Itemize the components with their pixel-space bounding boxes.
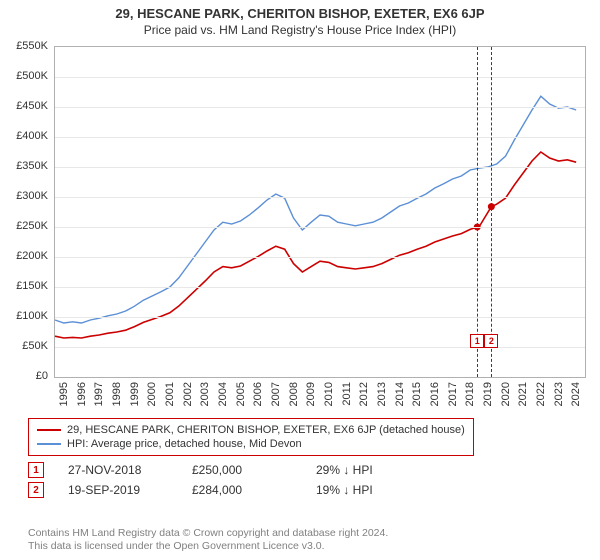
x-tick: 2008 bbox=[288, 382, 300, 406]
x-tick: 1996 bbox=[76, 382, 88, 406]
x-tick: 2010 bbox=[323, 382, 335, 406]
x-tick: 2015 bbox=[411, 382, 423, 406]
series-line bbox=[55, 152, 576, 338]
sale-date: 19-SEP-2019 bbox=[68, 483, 168, 497]
sale-dotted-line bbox=[491, 47, 492, 377]
y-tick: £300K bbox=[0, 190, 48, 202]
x-tick: 2021 bbox=[517, 382, 529, 406]
x-tick: 2007 bbox=[270, 382, 282, 406]
x-tick: 2003 bbox=[199, 382, 211, 406]
y-tick: £400K bbox=[0, 130, 48, 142]
sale-price: £250,000 bbox=[192, 463, 292, 477]
x-tick: 1997 bbox=[93, 382, 105, 406]
series-line bbox=[55, 96, 576, 323]
sales-table: 1 27-NOV-2018 £250,000 29% ↓ HPI 2 19-SEP-201… bbox=[28, 460, 416, 500]
legend-row: 29, HESCANE PARK, CHERITON BISHOP, EXETE… bbox=[37, 423, 465, 437]
x-tick: 2002 bbox=[182, 382, 194, 406]
footer-attribution: Contains HM Land Registry data © Crown c… bbox=[28, 527, 388, 554]
x-tick: 2023 bbox=[553, 382, 565, 406]
sales-row: 2 19-SEP-2019 £284,000 19% ↓ HPI bbox=[28, 480, 416, 500]
x-tick: 1995 bbox=[58, 382, 70, 406]
y-tick: £350K bbox=[0, 160, 48, 172]
y-tick: £100K bbox=[0, 310, 48, 322]
legend-swatch bbox=[37, 429, 61, 431]
x-tick: 1999 bbox=[129, 382, 141, 406]
y-tick: £200K bbox=[0, 250, 48, 262]
sales-marker-box: 1 bbox=[28, 462, 44, 478]
x-tick: 2018 bbox=[464, 382, 476, 406]
sale-price: £284,000 bbox=[192, 483, 292, 497]
legend-box: 29, HESCANE PARK, CHERITON BISHOP, EXETE… bbox=[28, 418, 474, 456]
sale-date: 27-NOV-2018 bbox=[68, 463, 168, 477]
x-tick: 1998 bbox=[111, 382, 123, 406]
x-tick: 2004 bbox=[217, 382, 229, 406]
y-tick: £150K bbox=[0, 280, 48, 292]
x-tick: 2014 bbox=[394, 382, 406, 406]
y-tick: £500K bbox=[0, 70, 48, 82]
y-tick: £0 bbox=[0, 370, 48, 382]
footer-line2: This data is licensed under the Open Gov… bbox=[28, 540, 388, 554]
chart-svg bbox=[55, 47, 585, 377]
legend-label: HPI: Average price, detached house, Mid … bbox=[67, 438, 302, 450]
x-tick: 2020 bbox=[500, 382, 512, 406]
x-tick: 2024 bbox=[570, 382, 582, 406]
sale-dotted-line bbox=[477, 47, 478, 377]
y-tick: £250K bbox=[0, 220, 48, 232]
sales-row: 1 27-NOV-2018 £250,000 29% ↓ HPI bbox=[28, 460, 416, 480]
legend-row: HPI: Average price, detached house, Mid … bbox=[37, 437, 465, 451]
y-tick: £550K bbox=[0, 40, 48, 52]
sale-marker-box: 1 bbox=[470, 334, 484, 348]
chart-plot-area: 12 bbox=[54, 46, 586, 378]
sale-marker-box: 2 bbox=[484, 334, 498, 348]
x-tick: 2005 bbox=[235, 382, 247, 406]
sale-change: 19% ↓ HPI bbox=[316, 483, 416, 497]
chart-title: 29, HESCANE PARK, CHERITON BISHOP, EXETE… bbox=[0, 0, 600, 21]
y-tick: £50K bbox=[0, 340, 48, 352]
x-tick: 2012 bbox=[358, 382, 370, 406]
x-tick: 2019 bbox=[482, 382, 494, 406]
y-tick: £450K bbox=[0, 100, 48, 112]
sales-marker-box: 2 bbox=[28, 482, 44, 498]
x-tick: 2016 bbox=[429, 382, 441, 406]
x-tick: 2013 bbox=[376, 382, 388, 406]
x-tick: 2011 bbox=[341, 382, 353, 406]
footer-line1: Contains HM Land Registry data © Crown c… bbox=[28, 527, 388, 541]
x-tick: 2009 bbox=[305, 382, 317, 406]
x-tick: 2006 bbox=[252, 382, 264, 406]
x-tick: 2000 bbox=[146, 382, 158, 406]
chart-subtitle: Price paid vs. HM Land Registry's House … bbox=[0, 21, 600, 41]
sale-change: 29% ↓ HPI bbox=[316, 463, 416, 477]
x-tick: 2001 bbox=[164, 382, 176, 406]
legend-label: 29, HESCANE PARK, CHERITON BISHOP, EXETE… bbox=[67, 424, 465, 436]
legend-swatch bbox=[37, 443, 61, 445]
x-tick: 2022 bbox=[535, 382, 547, 406]
x-tick: 2017 bbox=[447, 382, 459, 406]
